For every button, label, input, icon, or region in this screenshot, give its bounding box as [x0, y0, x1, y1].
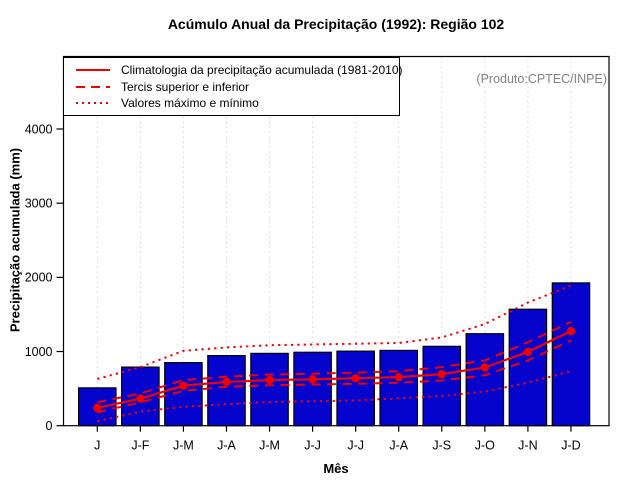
line-min: [97, 370, 572, 423]
climatology-point: [480, 363, 490, 372]
x-tick-label: J-N: [518, 439, 537, 453]
x-tick-label: J-F: [131, 439, 149, 453]
bar-7: [336, 350, 375, 427]
climatology-point: [351, 374, 360, 383]
bar-11: [508, 308, 548, 427]
line-tercile-superior: [97, 320, 572, 404]
legend-line-solid-icon: [76, 69, 110, 71]
legend-label: Valores máximo e mínimo: [121, 96, 259, 110]
legend-line-dotted-icon: [76, 102, 110, 104]
line-tercile-inferior: [97, 339, 572, 414]
climatology-point: [566, 326, 576, 336]
climatology-point: [179, 381, 188, 390]
bar-10: [465, 333, 505, 427]
x-tick-label: J-A: [217, 439, 236, 453]
climatology-point: [222, 377, 231, 387]
x-tick-label: J-J: [304, 439, 321, 453]
bar-8: [379, 349, 419, 427]
x-tick-label: J-D: [561, 439, 580, 453]
x-tick-label: J-M: [173, 439, 194, 453]
line-climatology: [97, 330, 572, 409]
x-tick-label: J-M: [259, 439, 280, 453]
climatology-point: [93, 403, 102, 413]
legend-line-dashed-icon: [76, 85, 110, 88]
y-tick-label: 2000: [25, 271, 53, 285]
bar-6: [293, 351, 332, 427]
bar-5: [250, 352, 289, 427]
bar-3: [164, 362, 203, 427]
climatology-point: [308, 375, 317, 384]
y-tick-label: 0: [46, 419, 53, 433]
chart-title: Acúmulo Anual da Precipitação (1992): Re…: [167, 16, 505, 32]
bar-4: [207, 355, 246, 427]
climatology-point: [394, 372, 403, 382]
climatology-point: [523, 347, 533, 357]
legend-item-terciles: Tercis superior e inferior: [75, 80, 395, 94]
bar-12: [551, 282, 591, 427]
x-axis-title: Mês: [323, 461, 349, 476]
bar-9: [422, 345, 462, 427]
producer-watermark: (Produto:CPTEC/INPE): [476, 72, 607, 86]
climatology-point: [136, 394, 145, 403]
plot-border: [62, 55, 610, 427]
legend: Climatologia da precipitação acumulada (…: [63, 57, 403, 116]
x-tick-label: J-J: [347, 439, 364, 453]
y-axis-title: Precipitação acumulada (mm): [7, 147, 23, 333]
legend-label: Climatologia da precipitação acumulada (…: [121, 63, 403, 77]
climatology-point: [265, 375, 274, 385]
y-tick-label: 3000: [25, 196, 53, 210]
x-tick-label: J-O: [475, 439, 495, 453]
legend-item-max-min: Valores máximo e mínimo: [75, 96, 395, 110]
legend-item-climatology: Climatologia da precipitação acumulada (…: [75, 63, 403, 77]
x-tick-label: J: [94, 439, 100, 453]
x-tick-label: J-A: [389, 439, 408, 453]
y-tick-label: 4000: [25, 122, 53, 136]
y-tick-label: 1000: [25, 345, 53, 359]
x-tick-label: J-S: [432, 439, 451, 453]
legend-label: Tercis superior e inferior: [121, 79, 250, 94]
climatology-point: [437, 369, 446, 379]
